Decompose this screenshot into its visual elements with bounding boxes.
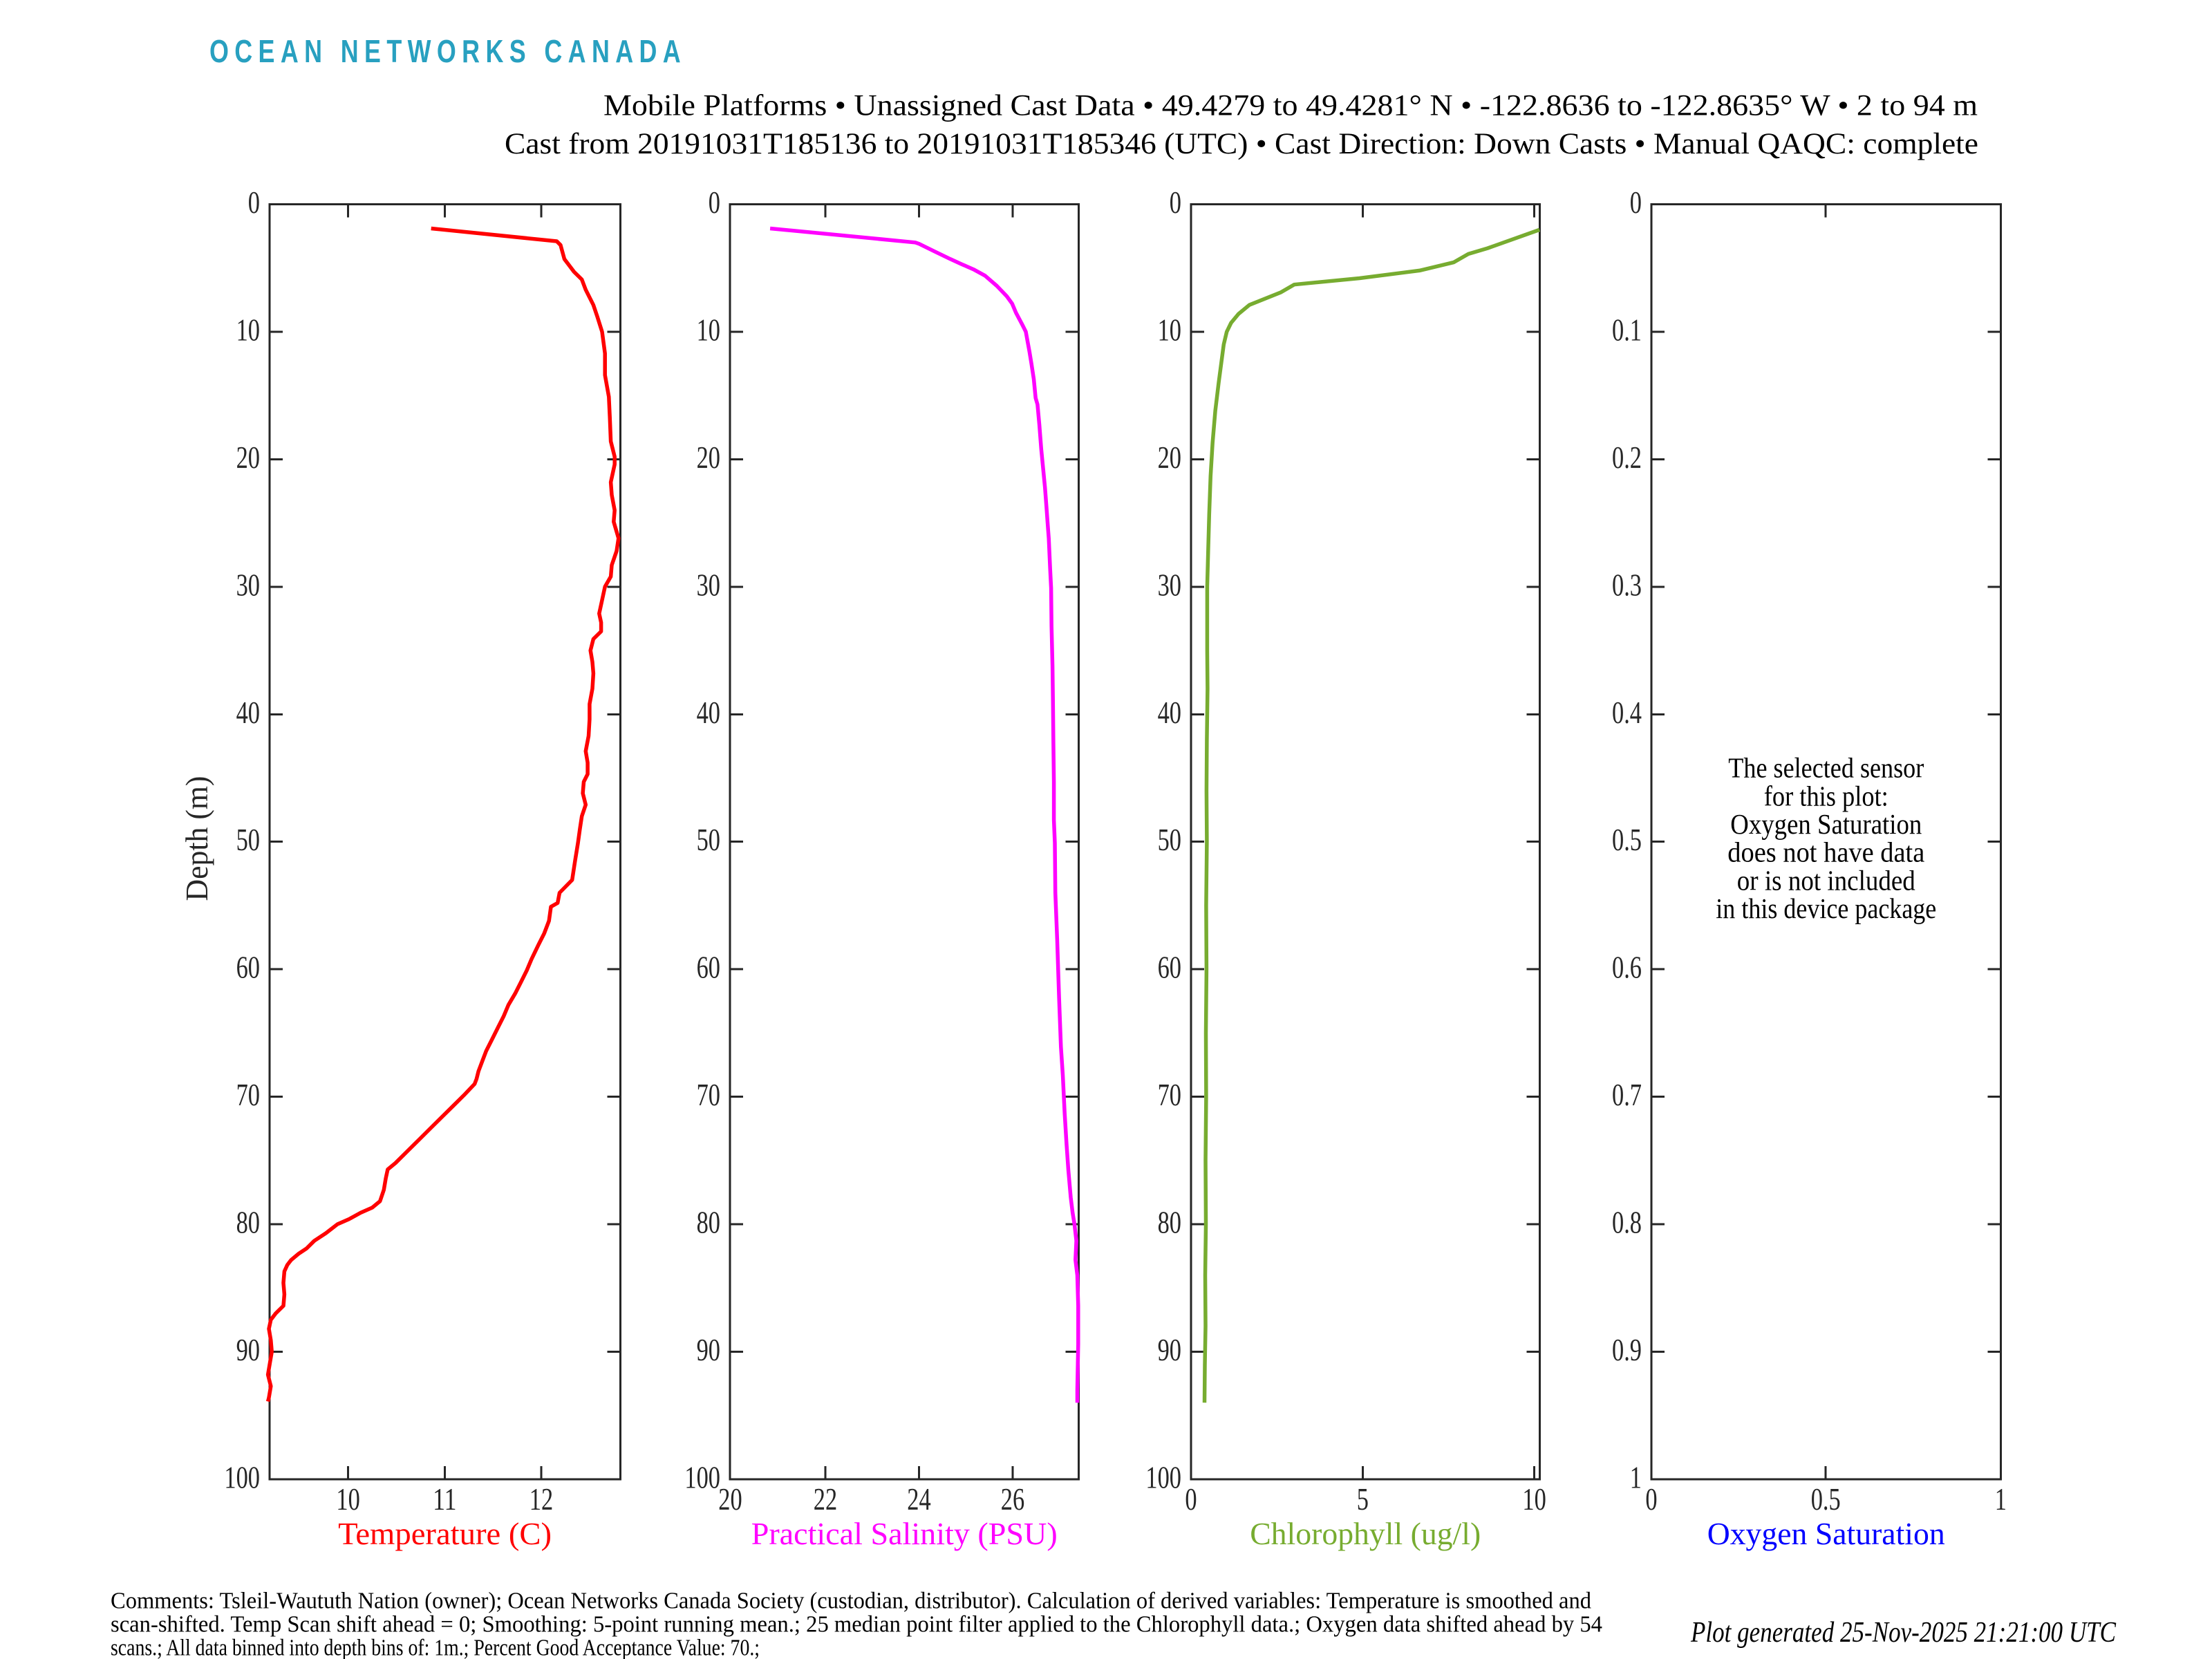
svg-text:in this device package: in this device package: [1716, 892, 1936, 924]
svg-text:22: 22: [814, 1482, 837, 1517]
svg-text:50: 50: [236, 823, 260, 857]
svg-text:50: 50: [697, 823, 720, 857]
svg-text:0.3: 0.3: [1612, 568, 1642, 602]
svg-text:80: 80: [1158, 1206, 1181, 1240]
svg-text:100: 100: [684, 1460, 720, 1494]
svg-text:Oxygen Saturation: Oxygen Saturation: [1730, 808, 1922, 840]
svg-text:Temperature (C): Temperature (C): [338, 1516, 552, 1551]
svg-text:40: 40: [697, 695, 720, 730]
svg-text:1: 1: [1995, 1482, 2007, 1517]
svg-text:24: 24: [907, 1482, 930, 1517]
svg-text:Mobile Platforms • Unassigned: Mobile Platforms • Unassigned Cast Data …: [603, 90, 1978, 122]
svg-text:scan-shifted. Temp Scan shift: scan-shifted. Temp Scan shift ahead = 0;…: [111, 1612, 1602, 1638]
svg-text:10: 10: [1158, 312, 1181, 347]
svg-text:30: 30: [697, 568, 720, 602]
svg-text:90: 90: [1158, 1333, 1181, 1367]
svg-text:0.2: 0.2: [1612, 440, 1642, 475]
svg-text:70: 70: [1158, 1078, 1181, 1112]
svg-text:Comments: Tsleil-Waututh Natio: Comments: Tsleil-Waututh Nation (owner);…: [111, 1588, 1591, 1614]
svg-text:Depth (m): Depth (m): [179, 776, 214, 901]
svg-text:Chlorophyll (ug/l): Chlorophyll (ug/l): [1250, 1516, 1481, 1551]
svg-text:90: 90: [236, 1333, 260, 1367]
svg-text:10: 10: [697, 312, 720, 347]
svg-text:OCEAN NETWORKS CANADA: OCEAN NETWORKS CANADA: [209, 34, 681, 69]
svg-text:40: 40: [1158, 695, 1181, 730]
svg-text:20: 20: [1158, 440, 1181, 475]
svg-text:5: 5: [1357, 1482, 1369, 1517]
svg-text:Plot generated 25-Nov-2025 21:: Plot generated 25-Nov-2025 21:21:00 UTC: [1690, 1617, 2117, 1649]
svg-text:0: 0: [248, 185, 260, 220]
svg-text:60: 60: [1158, 950, 1181, 985]
svg-text:0.6: 0.6: [1612, 950, 1642, 985]
svg-text:or is not included: or is not included: [1737, 864, 1915, 896]
svg-text:0.9: 0.9: [1612, 1333, 1642, 1367]
svg-text:0.4: 0.4: [1612, 695, 1642, 730]
svg-text:0: 0: [1645, 1482, 1657, 1517]
svg-text:scans.; All data binned into d: scans.; All data binned into depth bins …: [111, 1635, 760, 1659]
svg-text:11: 11: [433, 1482, 456, 1517]
svg-text:20: 20: [697, 440, 720, 475]
svg-text:30: 30: [1158, 568, 1181, 602]
svg-text:70: 70: [236, 1078, 260, 1112]
svg-text:Practical Salinity (PSU): Practical Salinity (PSU): [751, 1516, 1058, 1551]
svg-text:1: 1: [1630, 1460, 1642, 1494]
svg-text:80: 80: [236, 1206, 260, 1240]
svg-text:12: 12: [529, 1482, 553, 1517]
svg-text:0: 0: [1630, 185, 1642, 220]
svg-text:0: 0: [1185, 1482, 1197, 1517]
svg-text:The selected sensor: The selected sensor: [1728, 752, 1924, 784]
svg-text:0: 0: [1170, 185, 1181, 220]
svg-text:Oxygen Saturation: Oxygen Saturation: [1707, 1516, 1945, 1551]
svg-text:0.8: 0.8: [1612, 1206, 1642, 1240]
svg-text:0.7: 0.7: [1612, 1078, 1642, 1112]
svg-text:60: 60: [697, 950, 720, 985]
svg-text:0.1: 0.1: [1612, 312, 1642, 347]
svg-text:Cast from 20191031T185136 to 2: Cast from 20191031T185136 to 20191031T18…: [505, 128, 1978, 160]
svg-text:does not have data: does not have data: [1727, 836, 1924, 868]
svg-text:70: 70: [697, 1078, 720, 1112]
svg-text:40: 40: [236, 695, 260, 730]
svg-text:for this plot:: for this plot:: [1764, 780, 1888, 812]
svg-text:20: 20: [236, 440, 260, 475]
svg-text:10: 10: [1522, 1482, 1546, 1517]
svg-text:90: 90: [697, 1333, 720, 1367]
svg-text:26: 26: [1001, 1482, 1024, 1517]
svg-text:60: 60: [236, 950, 260, 985]
svg-text:0: 0: [709, 185, 720, 220]
svg-text:50: 50: [1158, 823, 1181, 857]
svg-text:30: 30: [236, 568, 260, 602]
svg-text:0.5: 0.5: [1811, 1482, 1841, 1517]
svg-text:0.5: 0.5: [1612, 823, 1642, 857]
svg-text:10: 10: [336, 1482, 359, 1517]
svg-text:20: 20: [718, 1482, 742, 1517]
svg-text:10: 10: [236, 312, 260, 347]
svg-text:100: 100: [224, 1460, 260, 1494]
svg-text:100: 100: [1145, 1460, 1181, 1494]
svg-text:80: 80: [697, 1206, 720, 1240]
